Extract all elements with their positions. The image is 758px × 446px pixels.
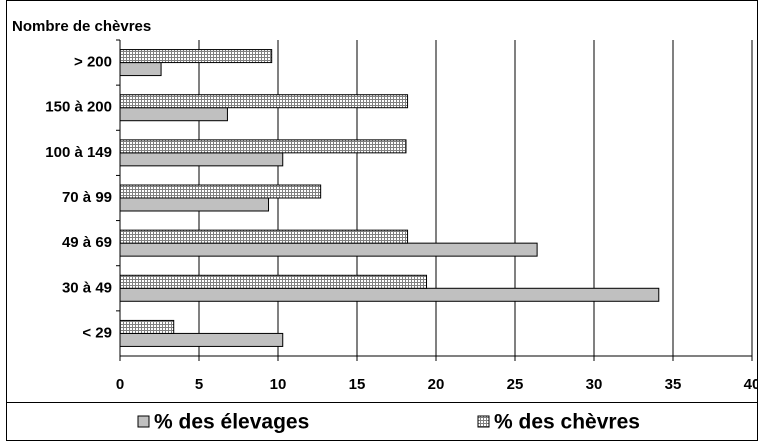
bar: [119, 197, 270, 212]
x-tick-label: 25: [507, 376, 524, 393]
y-tick-label: 100 à 149: [45, 144, 112, 161]
legend-label: % des chèvres: [494, 411, 640, 434]
bar: [119, 287, 660, 302]
bar: [119, 139, 407, 154]
x-tick-label: 0: [116, 376, 124, 393]
x-tick-label: 40: [744, 376, 758, 393]
x-tick-label: 30: [586, 376, 603, 393]
bar: [119, 62, 162, 77]
bar: [119, 229, 409, 244]
y-tick-label: 30 à 49: [62, 279, 112, 296]
bar: [119, 107, 228, 122]
bar: [119, 152, 284, 167]
y-tick-label: 49 à 69: [62, 234, 112, 251]
y-tick-label: 150 à 200: [45, 99, 112, 116]
y-tick-label: 70 à 99: [62, 189, 112, 206]
y-tick-label: < 29: [82, 324, 112, 341]
x-tick-label: 10: [270, 376, 287, 393]
bar: [119, 94, 409, 109]
bar: [119, 332, 284, 347]
bar: [119, 319, 175, 334]
bar: [119, 242, 538, 257]
bar: [119, 49, 273, 64]
legend-swatch: [477, 415, 490, 428]
bar: [119, 274, 428, 289]
x-tick-label: 5: [195, 376, 203, 393]
bar: [119, 184, 322, 199]
y-tick-label: > 200: [74, 54, 112, 71]
x-tick-label: 35: [665, 376, 682, 393]
x-tick-label: 20: [428, 376, 445, 393]
legend-swatch: [137, 415, 150, 428]
legend-label: % des élevages: [154, 411, 309, 434]
chart-title: Nombre de chèvres: [12, 18, 151, 35]
x-tick-label: 15: [349, 376, 366, 393]
